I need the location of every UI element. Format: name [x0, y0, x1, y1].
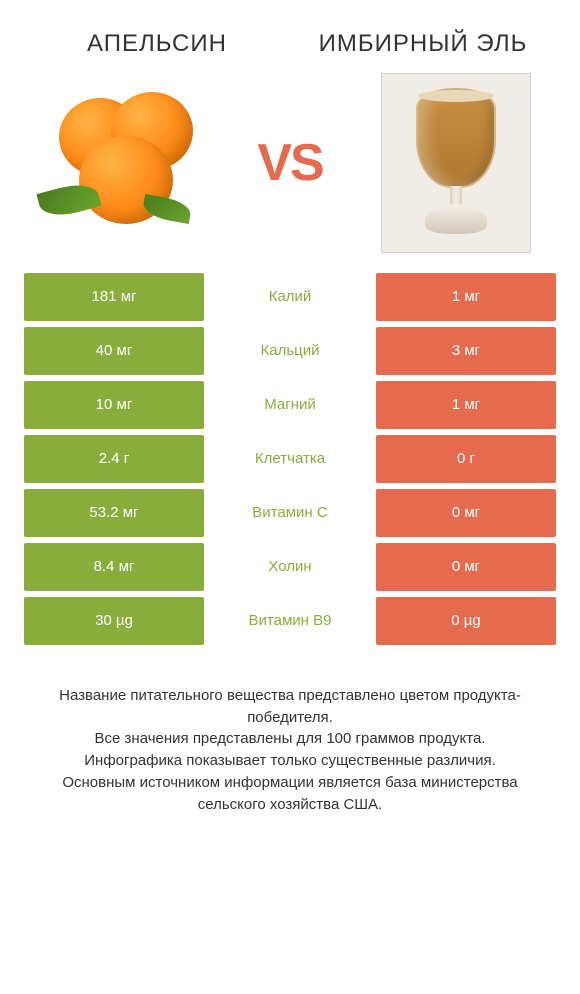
footer-line: Инфографика показывает только существенн…	[30, 750, 550, 772]
table-row: 181 мгКалий1 мг	[24, 273, 556, 321]
nutrient-label: Холин	[204, 543, 376, 591]
nutrient-label: Магний	[204, 381, 376, 429]
value-right: 0 µg	[376, 597, 556, 645]
value-left: 53.2 мг	[24, 489, 204, 537]
title-right: ИМБИРНЫЙ ЭЛЬ	[290, 30, 556, 59]
value-right: 0 мг	[376, 489, 556, 537]
value-left: 8.4 мг	[24, 543, 204, 591]
table-row: 53.2 мгВитамин C0 мг	[24, 489, 556, 537]
value-left: 40 мг	[24, 327, 204, 375]
value-right: 1 мг	[376, 273, 556, 321]
table-row: 8.4 мгХолин0 мг	[24, 543, 556, 591]
nutrient-label: Калий	[204, 273, 376, 321]
value-left: 30 µg	[24, 597, 204, 645]
value-left: 181 мг	[24, 273, 204, 321]
footer-line: Основным источником информации является …	[30, 772, 550, 816]
value-right: 3 мг	[376, 327, 556, 375]
footer-notes: Название питательного вещества представл…	[24, 685, 556, 816]
header: АПЕЛЬСИН ИМБИРНЫЙ ЭЛЬ	[24, 30, 556, 59]
table-row: 10 мгМагний1 мг	[24, 381, 556, 429]
product-right-image	[366, 83, 546, 243]
nutrient-label: Витамин C	[204, 489, 376, 537]
title-left: АПЕЛЬСИН	[24, 30, 290, 59]
table-row: 40 мгКальций3 мг	[24, 327, 556, 375]
product-left-image	[34, 83, 214, 243]
nutrient-label: Витамин B9	[204, 597, 376, 645]
table-row: 2.4 гКлетчатка0 г	[24, 435, 556, 483]
value-right: 0 мг	[376, 543, 556, 591]
nutrient-label: Кальций	[204, 327, 376, 375]
table-row: 30 µgВитамин B90 µg	[24, 597, 556, 645]
nutrition-table: 181 мгКалий1 мг40 мгКальций3 мг10 мгМагн…	[24, 273, 556, 645]
image-row: VS	[24, 83, 556, 243]
nutrient-label: Клетчатка	[204, 435, 376, 483]
value-right: 1 мг	[376, 381, 556, 429]
footer-line: Все значения представлены для 100 граммо…	[30, 728, 550, 750]
value-left: 10 мг	[24, 381, 204, 429]
value-right: 0 г	[376, 435, 556, 483]
footer-line: Название питательного вещества представл…	[30, 685, 550, 729]
vs-label: VS	[257, 133, 322, 193]
value-left: 2.4 г	[24, 435, 204, 483]
